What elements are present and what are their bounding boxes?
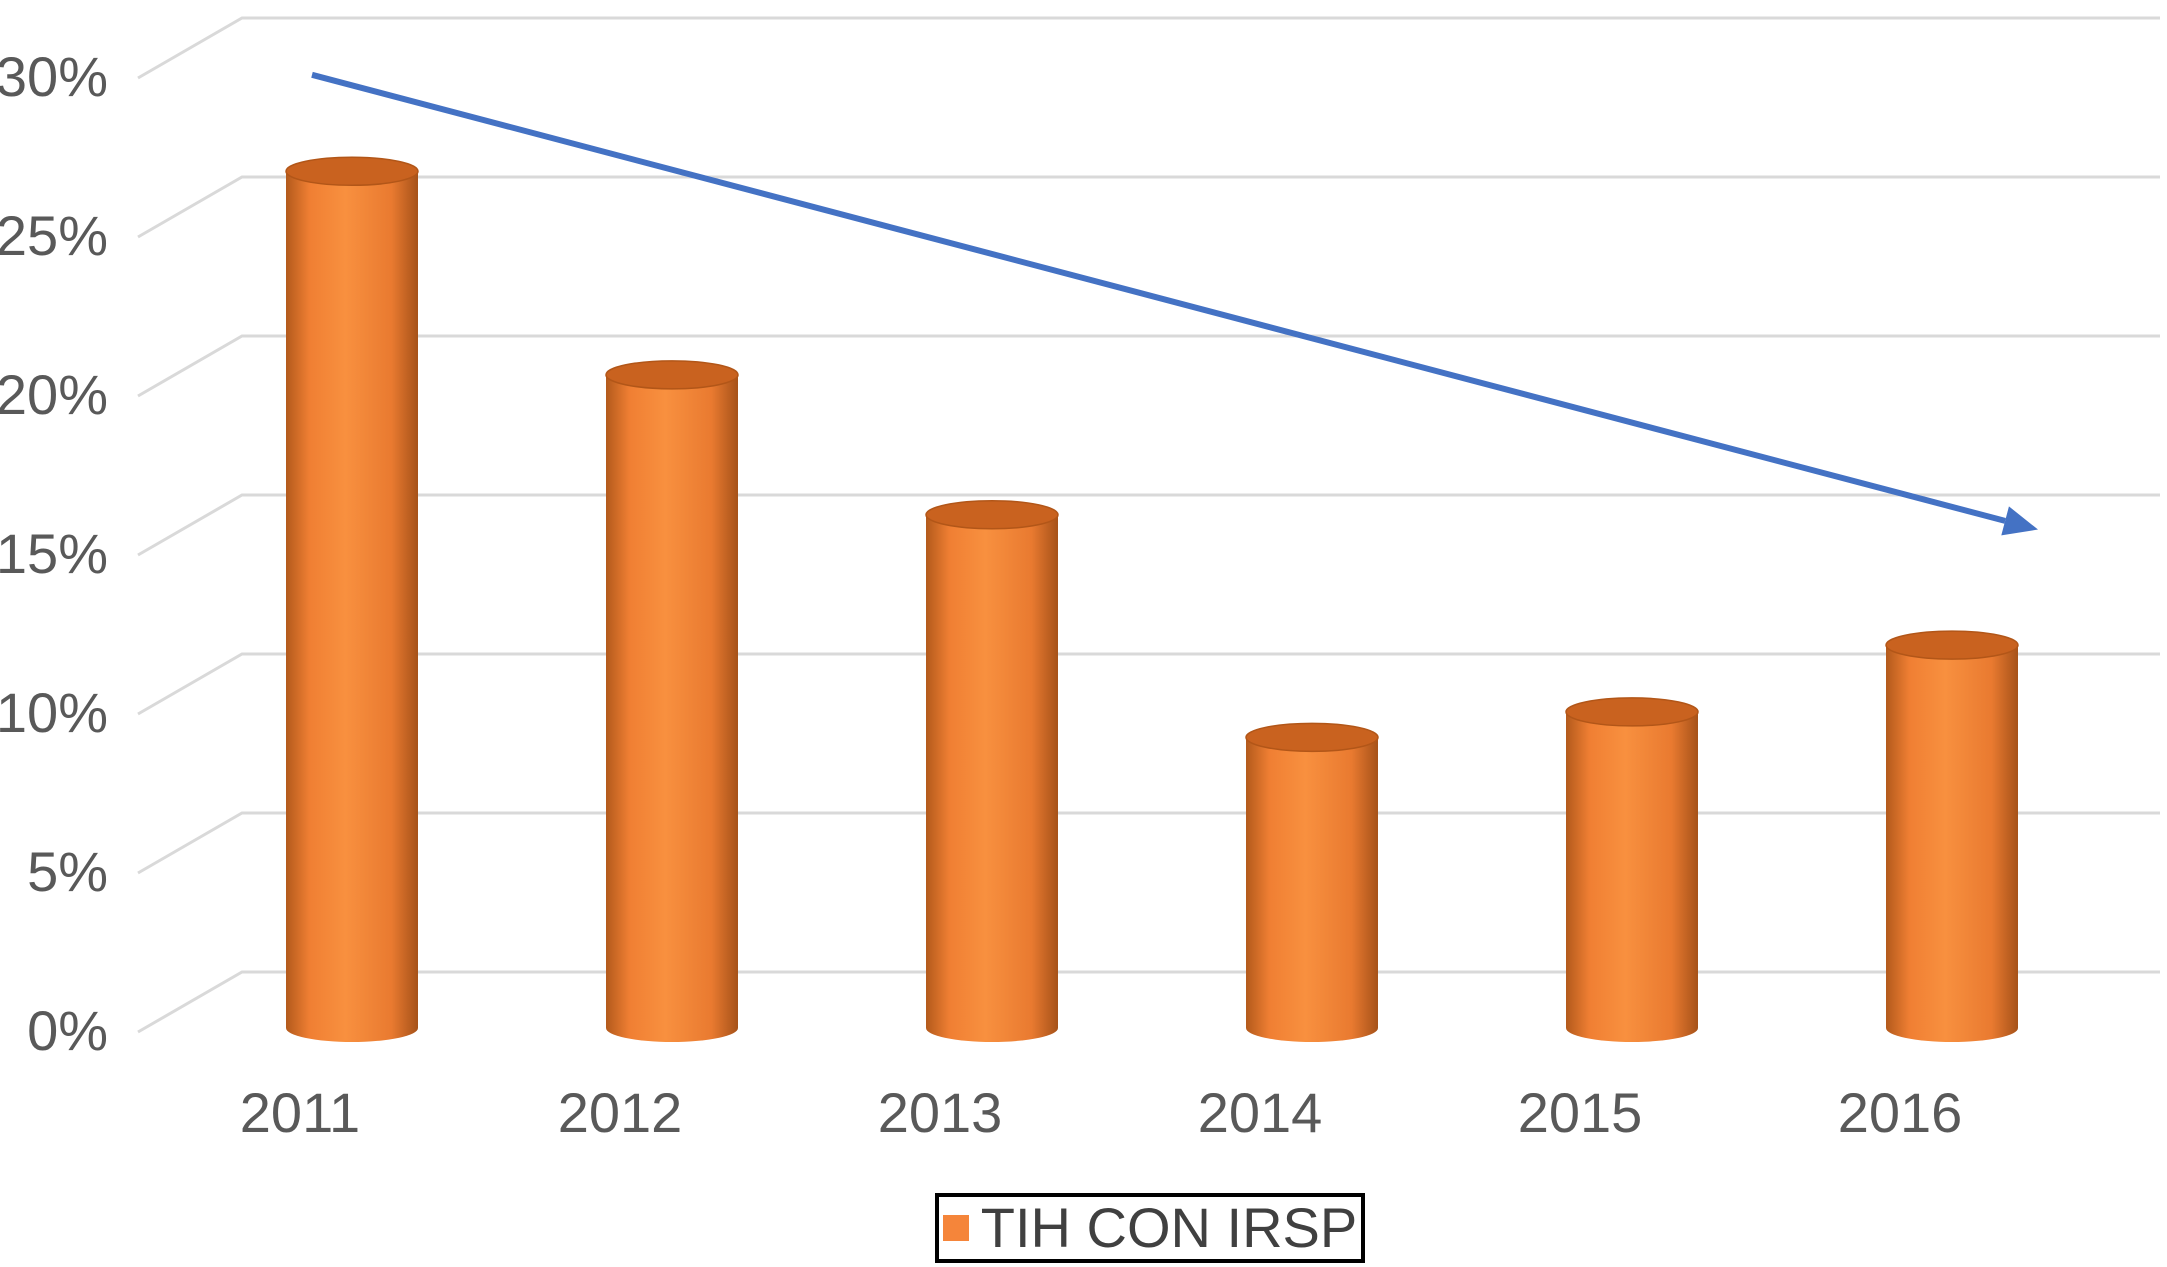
bar [285, 156, 419, 1043]
y-tick-label: 5% [27, 840, 108, 903]
x-tick-label: 2016 [1838, 1081, 1963, 1144]
bars [285, 156, 2019, 1043]
y-tick-label: 0% [27, 999, 108, 1062]
x-tick-label: 2011 [240, 1081, 360, 1144]
gridline [137, 970, 2160, 1034]
bar [605, 360, 739, 1042]
x-tick-label: 2014 [1198, 1081, 1323, 1144]
bar [925, 499, 1059, 1042]
x-axis-tick-labels: 2011 2012 2013 2014 2015 2016 [240, 1081, 1963, 1144]
legend-label: TIH CON IRSP [980, 1196, 1358, 1259]
gridline [137, 811, 2160, 875]
gridline [137, 493, 2160, 557]
trend-arrow-line [311, 71, 2006, 524]
y-tick-label: 15% [0, 522, 108, 585]
legend-swatch [942, 1215, 969, 1241]
trend-arrow-head [2001, 506, 2038, 536]
gridline [137, 652, 2160, 716]
bar [1565, 697, 1699, 1042]
x-tick-label: 2012 [558, 1081, 683, 1144]
y-axis-tick-labels: 0% 5% 10% 15% 20% 25% 30% [0, 45, 108, 1062]
legend: TIH CON IRSP [935, 1193, 1365, 1263]
gridline [137, 16, 2160, 80]
y-tick-label: 10% [0, 681, 108, 744]
x-tick-label: 2015 [1518, 1081, 1643, 1144]
y-tick-label: 30% [0, 45, 108, 108]
bar [1245, 722, 1379, 1042]
gridline [137, 175, 2160, 239]
gridlines [137, 16, 2160, 1034]
bar [1885, 630, 2019, 1042]
y-tick-label: 20% [0, 363, 108, 426]
trend-arrow [311, 71, 2038, 536]
y-tick-label: 25% [0, 204, 108, 267]
x-tick-label: 2013 [878, 1081, 1003, 1144]
gridline [137, 334, 2160, 398]
